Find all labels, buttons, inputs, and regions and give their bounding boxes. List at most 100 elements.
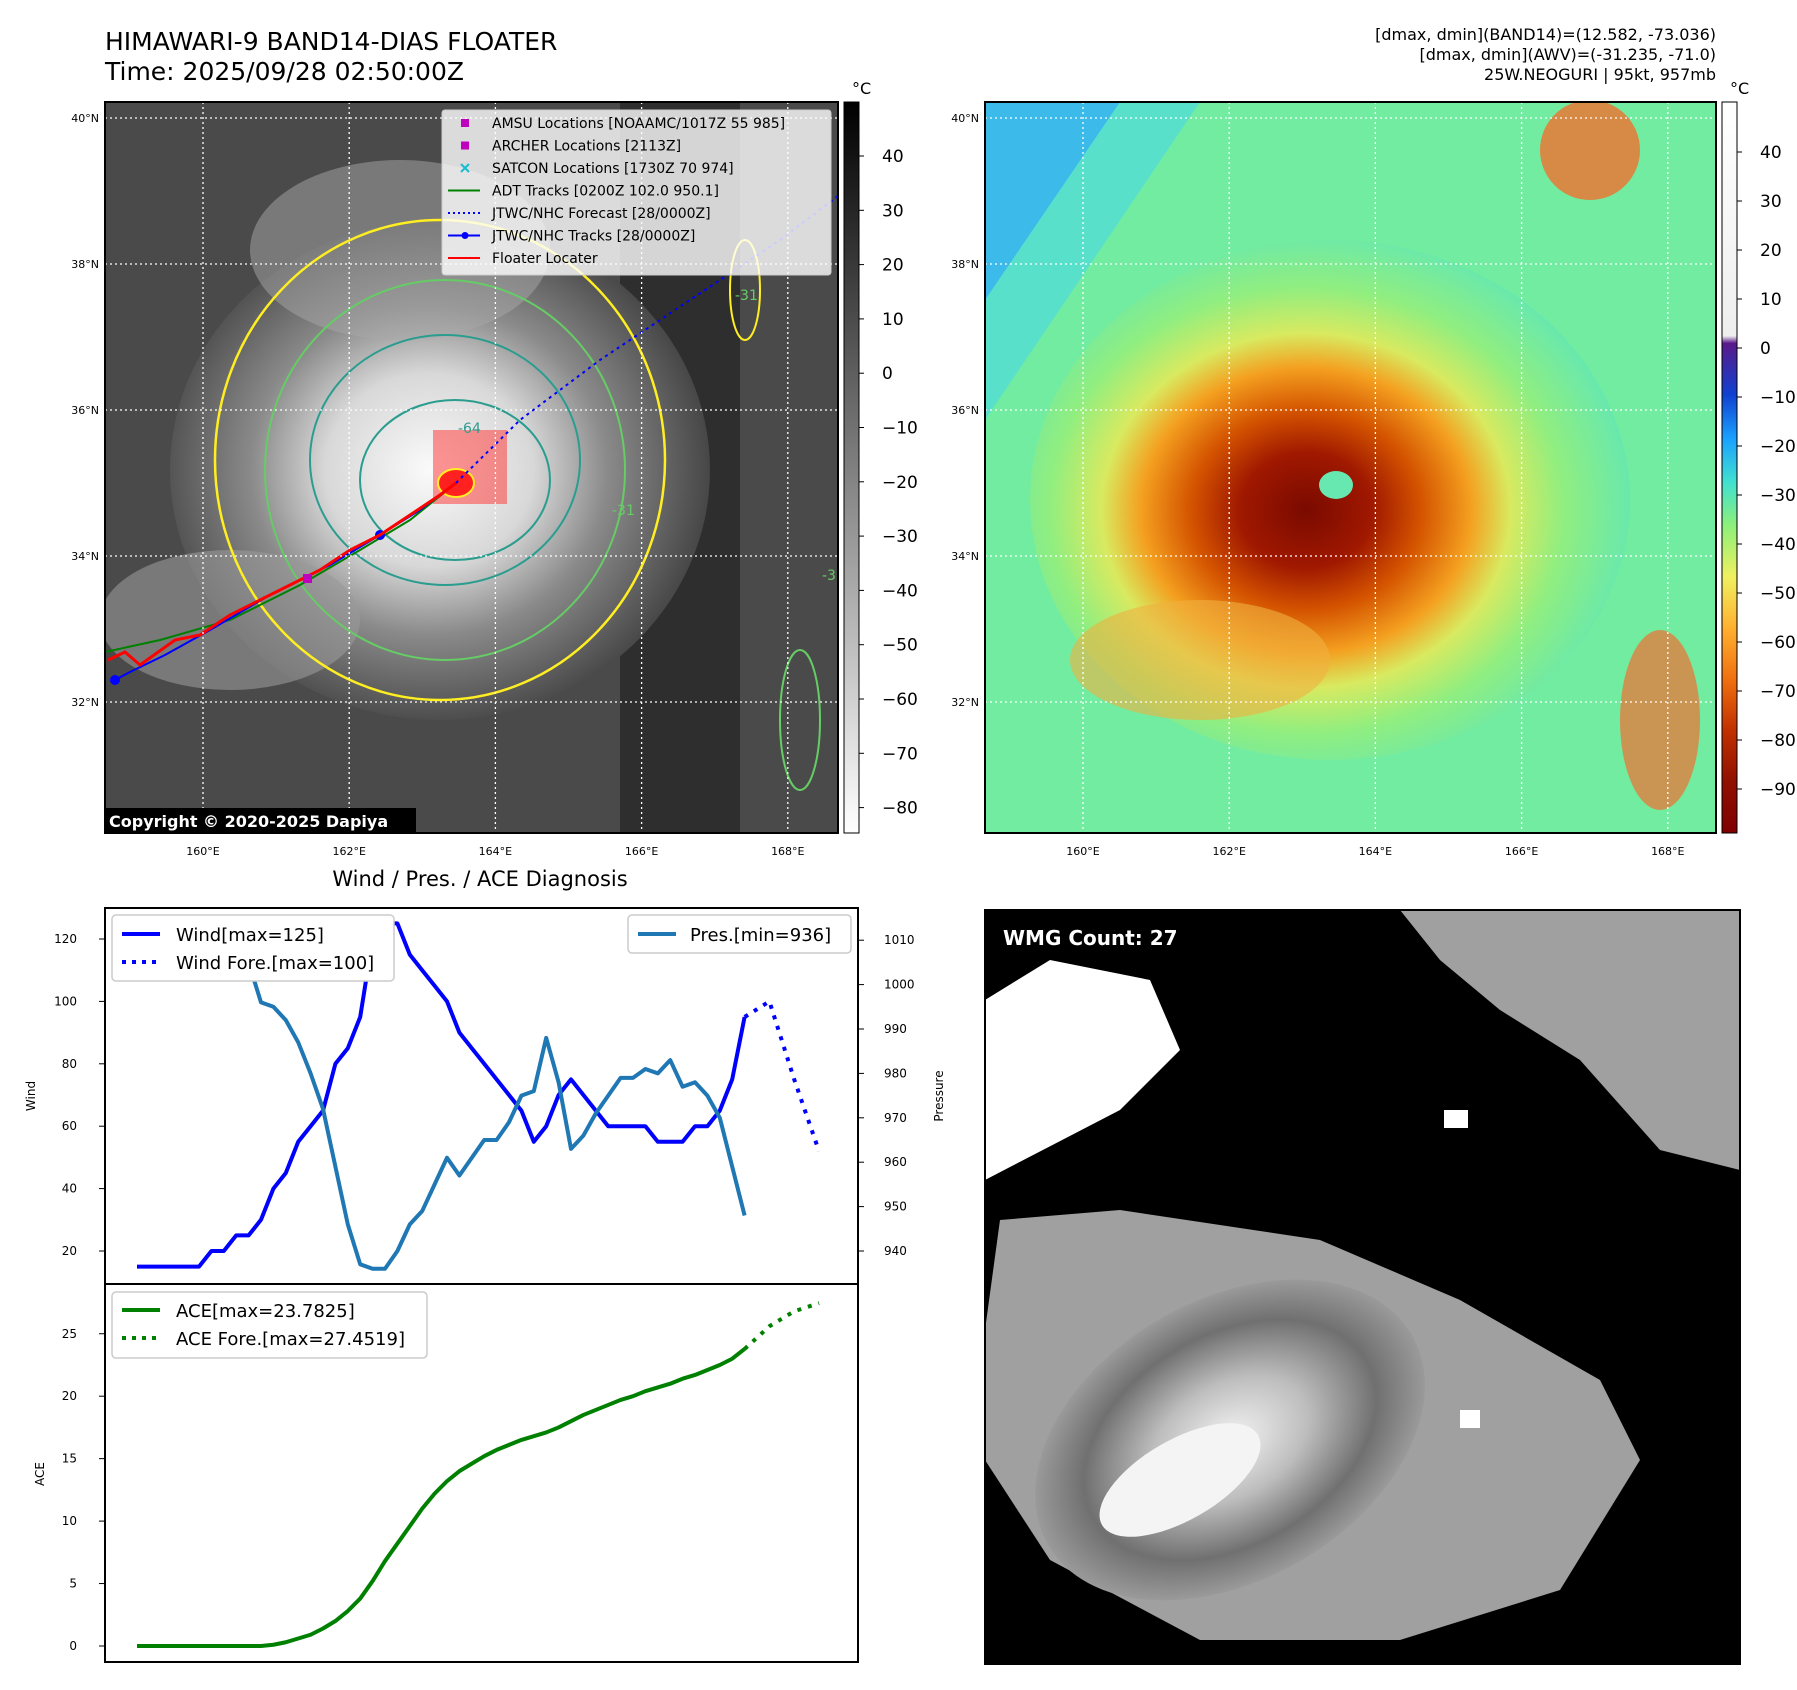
cb-tick-label: −50 — [1760, 584, 1796, 604]
info-storm: 25W.NEOGURI | 95kt, 957mb — [1484, 65, 1716, 84]
y2-tick-label: 1010 — [884, 933, 915, 947]
adt-track — [105, 487, 451, 653]
amsu-marker — [303, 574, 312, 583]
lon-label: 162°E — [332, 845, 365, 858]
ir-color-map — [984, 101, 1717, 834]
cb-tick-label: −10 — [882, 419, 918, 439]
cb-tick-label: −20 — [882, 473, 918, 493]
legend-label: SATCON Locations [1730Z 70 974] — [492, 161, 734, 177]
cb2-unit: °C — [1730, 79, 1749, 98]
legend-wind-box — [111, 914, 395, 982]
y-tick-label: 5 — [69, 1577, 77, 1591]
contour-label-31-c: -31 — [822, 568, 845, 584]
wmg-panel: WMG Count: 27 — [984, 909, 1741, 1665]
copyright-text: Copyright © 2020-2025 Dapiya — [109, 812, 388, 831]
y-tick-label: 20 — [62, 1244, 77, 1258]
legend-dot — [461, 232, 469, 239]
lat-label: 34°N — [951, 550, 979, 563]
lon-label: 168°E — [771, 845, 804, 858]
cb-tick-label: 10 — [882, 310, 904, 330]
cb-tick-label: −20 — [1760, 437, 1796, 457]
cb-tick-label: −70 — [882, 744, 918, 764]
lon-label: 168°E — [1651, 845, 1684, 858]
lat-label: 40°N — [71, 112, 99, 125]
lat-label: 32°N — [951, 696, 979, 709]
contour-teal-inner — [359, 399, 551, 561]
y-tick-label: 40 — [62, 1182, 77, 1196]
lon-label: 166°E — [625, 845, 658, 858]
contour-label-64: -64 — [458, 421, 481, 437]
legend-pres-label: Pres.[min=936] — [690, 925, 831, 946]
lon-label: 164°E — [479, 845, 512, 858]
contour-label-31-a: -31 — [735, 288, 758, 304]
ace-line — [137, 1347, 746, 1648]
eye-color-map — [1319, 471, 1353, 499]
contour-yellow — [213, 218, 667, 702]
wind-ylabel: Wind — [24, 1081, 38, 1111]
cb-tick-label: 0 — [882, 364, 893, 384]
y2-tick-label: 1000 — [884, 978, 915, 992]
cb-tick-label: −40 — [1760, 535, 1796, 555]
cb-tick-label: −90 — [1760, 780, 1796, 800]
cb-tick-label: −80 — [1760, 731, 1796, 751]
lon-label: 160°E — [186, 845, 219, 858]
map1-axis-labels: 40°N 38°N 36°N 34°N 32°N 160°E 162°E 164°E 166°E… — [71, 112, 804, 858]
colorbar-color: °C 40 30 20 10 0 −10 −20 −30 −40 −50 −60 −70 −80 −90 — [1721, 79, 1796, 834]
cb-tick-label: −30 — [882, 527, 918, 547]
cb-tick-label: 30 — [1760, 192, 1782, 212]
contour-teal-outer — [309, 334, 581, 586]
contour-label-31-b: -31 — [612, 503, 635, 519]
legend-wind-label: Wind[max=125] — [176, 925, 324, 946]
y-tick-label: 80 — [62, 1057, 77, 1071]
floater-locater-track — [107, 481, 457, 667]
lon-label: 160°E — [1066, 845, 1099, 858]
legend-label: ARCHER Locations [2113Z] — [492, 139, 681, 155]
cb-tick-label: −40 — [882, 581, 918, 601]
lon-label: 166°E — [1505, 845, 1538, 858]
y2-tick-label: 940 — [884, 1244, 907, 1258]
y2-tick-label: 990 — [884, 1022, 907, 1036]
y-tick-label: 10 — [62, 1514, 77, 1528]
y-tick-label: 100 — [54, 994, 77, 1008]
info-awv: [dmax, dmin](AWV)=(-31.235, -71.0) — [1419, 45, 1716, 64]
ace-plot: 25 20 15 10 5 0 ACE ACE[max=23.7825] ACE Fore… — [33, 1283, 859, 1663]
ace-ylabel: ACE — [33, 1462, 47, 1486]
legend-square-marker — [461, 119, 469, 127]
wmg-eye — [1099, 1423, 1261, 1537]
map1-legend: AMSU Locations [NOAAMC/1017Z 55 985] ARCH… — [441, 109, 832, 276]
cb-tick-label: 40 — [882, 147, 904, 167]
contour-green — [264, 279, 626, 661]
legend-label: Floater Locater — [492, 251, 598, 267]
legend-ace-label: ACE[max=23.7825] — [176, 1301, 355, 1322]
cb-tick-label: −50 — [882, 636, 918, 656]
legend-wind-fore-label: Wind Fore.[max=100] — [176, 953, 374, 974]
colorbar-grayscale: °C 40 30 20 10 0 −10 −20 −30 −40 −50 −60 −70 −80 — [843, 79, 918, 834]
cb-tick-label: −30 — [1760, 486, 1796, 506]
y2-tick-label: 970 — [884, 1111, 907, 1125]
cb-tick-label: 20 — [1760, 241, 1782, 261]
cb-tick-label: −10 — [1760, 388, 1796, 408]
legend-x-marker — [460, 163, 470, 173]
lat-label: 34°N — [71, 550, 99, 563]
pres-ylabel: Pressure — [932, 1070, 946, 1121]
wind-pressure-plot: 120 100 80 60 40 20 1010 1000 990 980 970 960 950 94… — [24, 907, 946, 1285]
y2-tick-label: 950 — [884, 1200, 907, 1214]
map2-gridlines — [985, 102, 1716, 833]
lat-label: 38°N — [71, 258, 99, 271]
cb-tick-label: 0 — [1760, 339, 1771, 359]
legend-ace-box — [111, 1291, 428, 1359]
legend-square-marker — [461, 141, 469, 150]
legend-ace-fore-label: ACE Fore.[max=27.4519] — [176, 1329, 405, 1350]
lon-label: 162°E — [1212, 845, 1245, 858]
y-tick-label: 0 — [69, 1639, 77, 1653]
y-tick-label: 15 — [62, 1452, 77, 1466]
wind-line — [137, 921, 747, 1269]
legend-pres-box — [627, 914, 852, 954]
cb-tick-label: 10 — [1760, 290, 1782, 310]
y2-tick-label: 960 — [884, 1155, 907, 1169]
y-tick-label: 60 — [62, 1119, 77, 1133]
cb-tick-label: 30 — [882, 201, 904, 221]
cb-tick-label: −80 — [882, 799, 918, 819]
figure-title: HIMAWARI-9 BAND14-DIAS FLOATER — [105, 27, 557, 56]
